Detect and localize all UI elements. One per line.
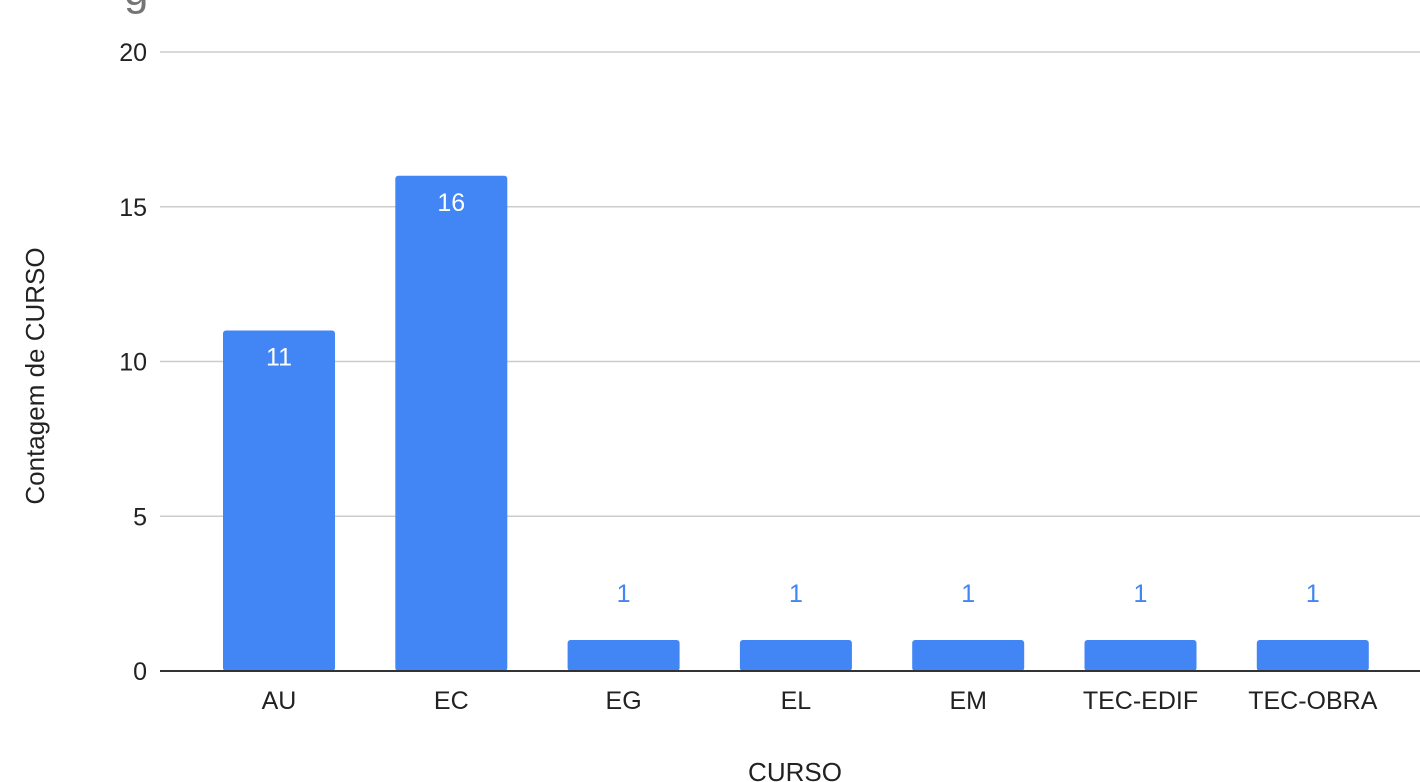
data-label: 16 — [437, 189, 465, 217]
bar-el — [739, 640, 852, 671]
x-axis-title: CURSO — [748, 757, 842, 782]
x-tick-label: TEC-EDIF — [1083, 687, 1198, 715]
data-label: 1 — [961, 580, 975, 608]
bar-tec-obra — [1256, 640, 1369, 671]
y-tick-label: 20 — [119, 39, 147, 67]
data-label: 1 — [1134, 580, 1148, 608]
bar-em — [912, 640, 1025, 671]
x-tick-label: TEC-OBRA — [1248, 687, 1378, 715]
y-tick-label: 10 — [119, 349, 147, 377]
x-tick-label: EM — [949, 687, 987, 715]
tick-labels: 0 5 10 15 20 AU EC EG EL EM TEC-EDIF TEC-OBRA — [119, 39, 1378, 715]
chart-title-fragment: g — [124, 0, 148, 16]
x-tick-label: AU — [262, 687, 297, 715]
bar-eg — [567, 640, 680, 671]
data-label: 11 — [266, 344, 292, 372]
bar-tec-edif — [1084, 640, 1197, 671]
bar-au — [223, 330, 335, 671]
data-label: 1 — [1306, 580, 1320, 608]
x-tick-label: EG — [606, 687, 642, 715]
gridlines — [160, 51, 1420, 517]
bars — [223, 175, 1369, 672]
y-tick-label: 0 — [133, 658, 147, 686]
x-tick-label: EC — [434, 687, 469, 715]
bar-ec — [395, 175, 508, 672]
y-tick-label: 15 — [119, 194, 147, 222]
y-tick-label: 5 — [133, 503, 147, 531]
data-label: 1 — [789, 580, 803, 608]
data-label: 1 — [617, 580, 631, 608]
x-tick-label: EL — [781, 687, 812, 715]
y-axis-title: Contagem de CURSO — [20, 247, 50, 504]
